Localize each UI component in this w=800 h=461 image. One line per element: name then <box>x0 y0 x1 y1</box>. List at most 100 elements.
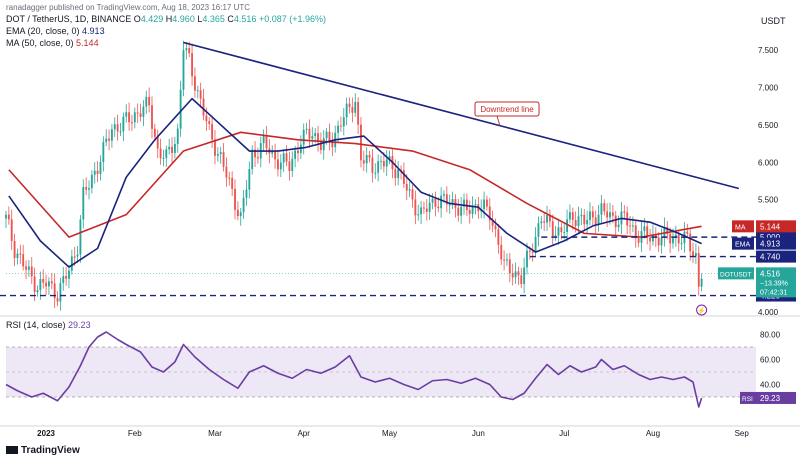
candle-body <box>660 237 663 246</box>
ema-line <box>8 97 702 268</box>
candle-body <box>485 199 488 207</box>
candle-body <box>288 161 291 171</box>
candle-body <box>322 138 325 151</box>
candle-body <box>297 150 299 154</box>
candle-body <box>251 149 254 170</box>
candle-body <box>537 223 540 237</box>
candle-body <box>597 214 600 226</box>
candle-body <box>394 169 397 179</box>
candle-body <box>236 209 239 217</box>
candle-body <box>600 203 603 215</box>
candle-body <box>222 152 225 167</box>
symbol-legend[interactable]: DOT / TetherUS, 1D, BINANCE O4.429 H4.96… <box>6 14 326 25</box>
candle-body <box>692 251 694 257</box>
rsi-value: 29.23 <box>68 320 91 330</box>
candle-body <box>148 96 151 106</box>
candle-body <box>443 194 445 196</box>
candle-body <box>468 209 471 214</box>
candle-body <box>629 225 631 227</box>
x-tick-label: Sep <box>735 429 750 438</box>
ema-legend[interactable]: EMA (20, close, 0) 4.913 <box>6 26 105 37</box>
published-text: ranadagger published on TradingView.com,… <box>6 3 251 12</box>
candle-body <box>131 122 133 124</box>
candle-body <box>506 259 508 261</box>
rsi-legend[interactable]: RSI (14, close) 29.23 <box>6 320 91 331</box>
rsi-tick-label: 80.00 <box>760 331 781 340</box>
high-label: H <box>165 14 173 24</box>
candle-body <box>331 142 334 148</box>
candle-body <box>554 235 557 237</box>
currency-label: USDT <box>761 16 786 26</box>
change-value: +0.087 (+1.96%) <box>258 14 327 24</box>
candle-body <box>82 187 85 220</box>
candle-body <box>308 128 311 139</box>
candle-body <box>405 183 408 191</box>
candle-body <box>657 237 660 246</box>
candle-body <box>546 214 548 223</box>
candle-body <box>674 234 677 239</box>
candle-body <box>514 271 517 278</box>
candle-body <box>428 202 431 212</box>
candle-body <box>700 278 703 287</box>
candle-body <box>351 107 354 113</box>
candle-body <box>511 273 514 278</box>
rsi-tick-label: 40.00 <box>760 381 781 390</box>
candle-body <box>159 148 162 159</box>
candle-body <box>96 170 99 174</box>
level-tag-label: 5.000 <box>760 233 781 242</box>
candle-body <box>460 206 463 216</box>
candle-body <box>214 139 216 156</box>
candle-body <box>239 212 242 217</box>
candle-body <box>285 153 288 162</box>
candle-body <box>151 105 153 129</box>
candle-body <box>191 53 193 77</box>
published-caption: ranadagger published on TradingView.com,… <box>6 2 250 13</box>
candle-body <box>488 206 491 221</box>
close-label: C <box>227 14 234 24</box>
candle-body <box>566 219 568 233</box>
candle-body <box>666 226 669 234</box>
candle-body <box>277 159 279 170</box>
candle-body <box>669 233 672 244</box>
candle-body <box>302 129 305 145</box>
candle-body <box>136 112 139 114</box>
candle-body <box>354 101 357 113</box>
close-value: 4.516 <box>233 14 257 24</box>
x-tick-label: 2023 <box>37 429 55 438</box>
candle-body <box>677 234 680 244</box>
candle-body <box>420 207 423 215</box>
ma-tag-label: MA <box>735 224 746 231</box>
candle-body <box>643 226 646 232</box>
candle-body <box>483 199 485 210</box>
candle-body <box>531 251 534 253</box>
candle-body <box>646 226 649 238</box>
candle-body <box>591 211 594 218</box>
candle-body <box>22 254 25 267</box>
rsi-tag-value-box <box>756 391 796 404</box>
ma-legend[interactable]: MA (50, close, 0) 5.144 <box>6 38 99 49</box>
candle-body <box>425 208 428 212</box>
candle-body <box>248 169 251 190</box>
candle-body <box>377 161 380 173</box>
candle-body <box>325 131 328 139</box>
candle-body <box>649 237 652 242</box>
candle-body <box>534 236 537 253</box>
candle-body <box>337 125 339 133</box>
candle-body <box>219 152 222 155</box>
open-value: 4.429 <box>140 14 164 24</box>
candle-body <box>520 275 523 284</box>
candle-body <box>348 103 351 108</box>
candle-body <box>36 290 39 292</box>
candle-body <box>528 250 531 252</box>
candle-body <box>30 266 33 277</box>
low-value: 4.365 <box>202 14 225 24</box>
rsi-line <box>5 331 703 408</box>
candle-body <box>53 283 56 299</box>
candle-body <box>10 219 13 241</box>
candle-body <box>571 212 574 221</box>
candle-body <box>574 220 577 226</box>
candle-body <box>162 157 165 159</box>
tradingview-logo[interactable]: TradingView <box>6 445 80 456</box>
candle-body <box>445 194 448 205</box>
